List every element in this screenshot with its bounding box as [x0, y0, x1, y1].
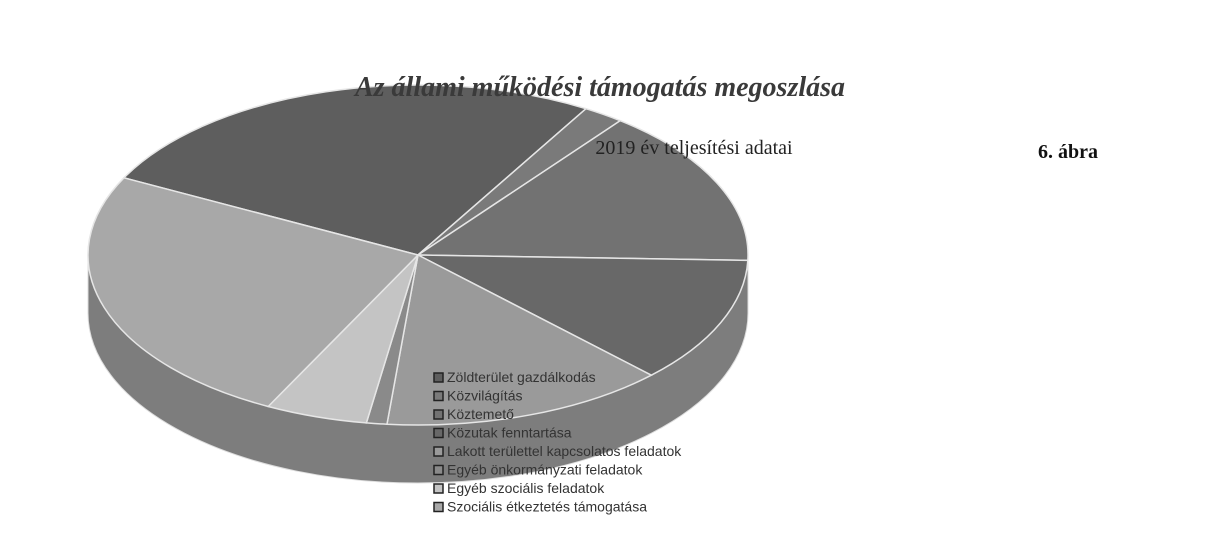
pie-slice	[386, 253, 653, 426]
pie	[87, 84, 749, 484]
pie-slice	[417, 254, 749, 377]
figure-label: 6. ábra	[1038, 141, 1098, 163]
legend-swatch	[433, 501, 444, 513]
chart-subtitle: 2019 év teljesítési adatai	[595, 137, 793, 159]
legend-label: Köztemető	[447, 406, 514, 422]
pie-slice	[122, 84, 588, 256]
legend: Zöldterület gazdálkodás Közvilágítás Közte…	[433, 369, 682, 515]
legend-label: Egyéb szociális feladatok	[447, 480, 605, 496]
chart-title: Az állami működési támogatás megoszlása	[353, 72, 845, 103]
legend-swatch	[433, 464, 444, 476]
legend-swatch	[433, 427, 444, 439]
legend-swatch	[433, 446, 444, 457]
pie-slice	[87, 176, 420, 408]
legend-swatch	[433, 409, 444, 420]
legend-label: Lakott területtel kapcsolatos feladatok	[447, 443, 682, 459]
legend-swatch	[433, 372, 444, 383]
legend-label: Szociális étkeztetés támogatása	[447, 499, 647, 515]
pie-slice	[415, 119, 749, 262]
legend-label: Egyéb önkormányzati feladatok	[447, 462, 643, 478]
legend-swatch	[433, 390, 444, 402]
legend-label: Zöldterület gazdálkodás	[447, 369, 596, 385]
legend-label: Közvilágítás	[447, 388, 522, 404]
legend-label: Közutak fenntartása	[447, 425, 572, 441]
legend-swatch	[433, 483, 444, 494]
